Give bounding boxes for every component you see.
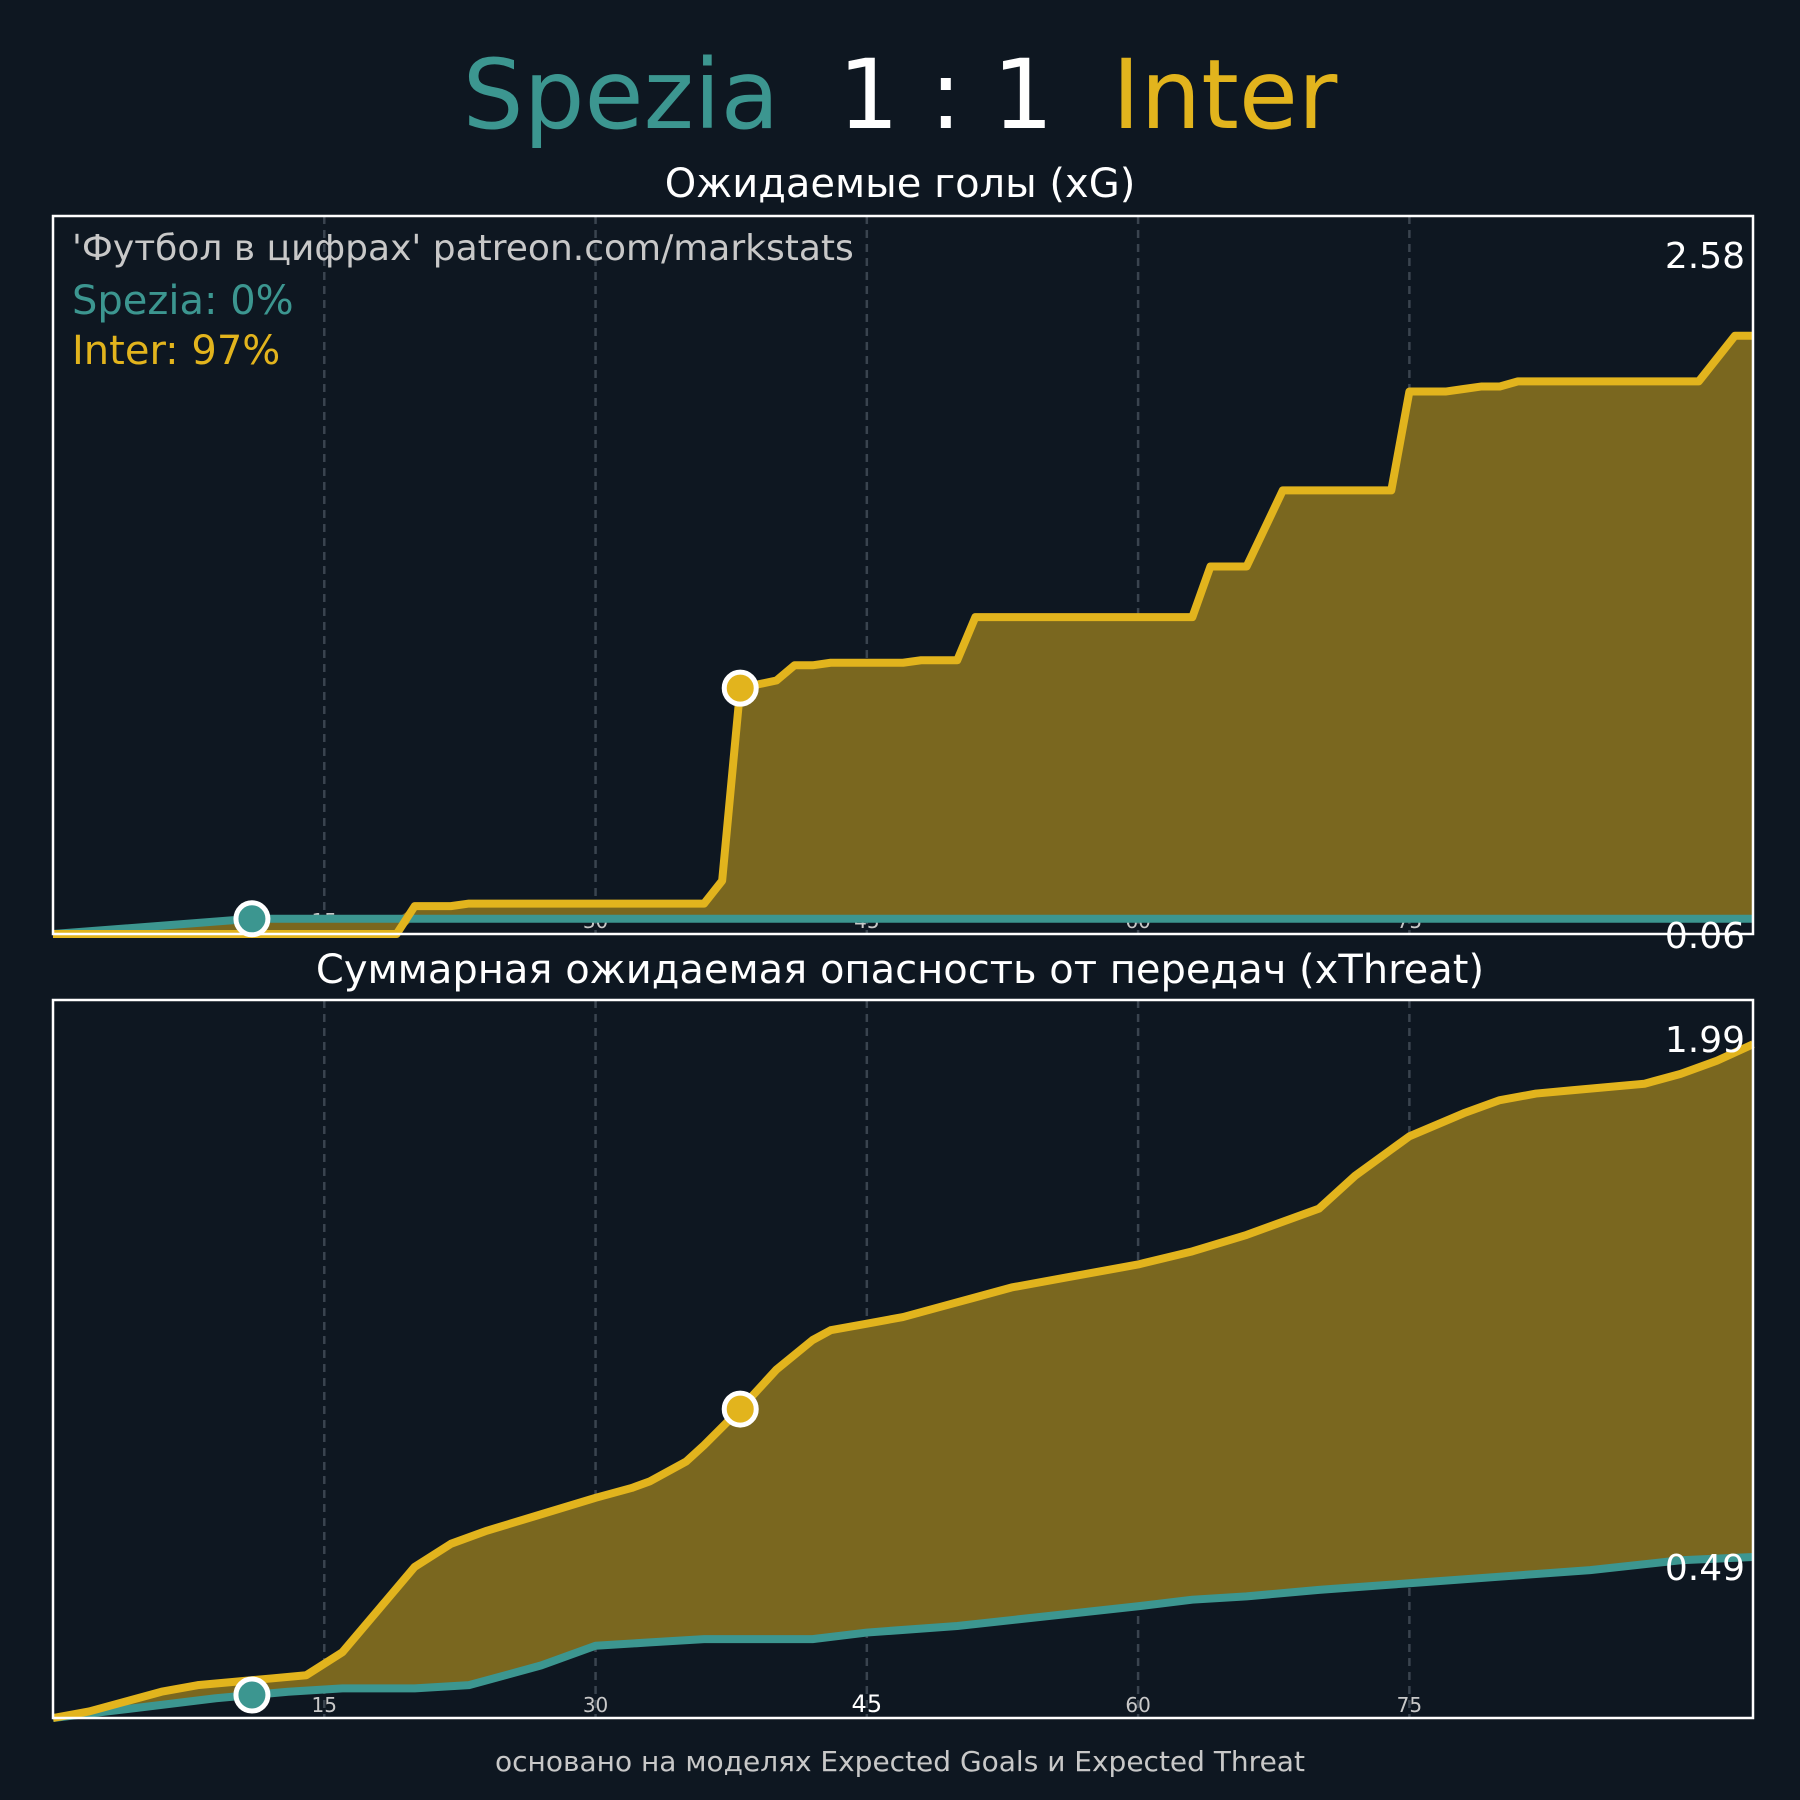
xt-panel: 15 30 45 60 75 1.99 0.49 (51, 998, 1755, 1722)
away-team-name: Inter (1112, 39, 1338, 151)
xg-inter-goal-marker (721, 669, 759, 707)
xg-inter-total-label: 2.58 (1664, 236, 1745, 277)
xt-x-tick-label: 30 (583, 1693, 608, 1717)
xg-inter-line (53, 331, 1753, 938)
xt-x-tick-label: 60 (1125, 1693, 1150, 1717)
xt-inter-line (52, 1040, 1755, 1722)
xt-spezia-goal-marker (233, 1676, 271, 1714)
xt-axes-frame (51, 998, 1755, 1720)
match-header: Spezia 1 : 1 Inter (0, 40, 1800, 150)
footer-note: основано на моделях Expected Goals и Exp… (495, 1745, 1305, 1778)
match-score: 1 : 1 (837, 39, 1054, 151)
xt-x-tick-label: 45 (852, 1690, 883, 1718)
xg-difference-area (53, 335, 1753, 934)
xt-spezia-total-label: 0.49 (1664, 1548, 1745, 1589)
home-team-name: Spezia (462, 39, 780, 151)
xg-spezia-goal-marker (233, 900, 271, 938)
xt-chart-svg: 15 30 45 60 75 (51, 998, 1755, 1722)
xt-inter-total-label: 1.99 (1664, 1020, 1745, 1061)
xt-inter-goal-marker (721, 1390, 759, 1428)
inter-win-probability: Inter: 97% (72, 328, 281, 374)
xg-chart-title: Ожидаемые голы (xG) (664, 161, 1136, 207)
xg-axes-frame (51, 214, 1755, 936)
spezia-win-probability: Spezia: 0% (72, 278, 294, 324)
xt-x-tick-label: 15 (312, 1693, 337, 1717)
watermark-text: 'Футбол в цифрах' patreon.com/markstats (72, 228, 854, 269)
xg-spezia-total-label: 0.06 (1664, 916, 1745, 957)
xt-x-tick-label: 75 (1397, 1693, 1422, 1717)
xt-chart-title: Суммарная ожидаемая опасность от передач… (315, 947, 1485, 993)
xt-difference-area (53, 1044, 1753, 1718)
